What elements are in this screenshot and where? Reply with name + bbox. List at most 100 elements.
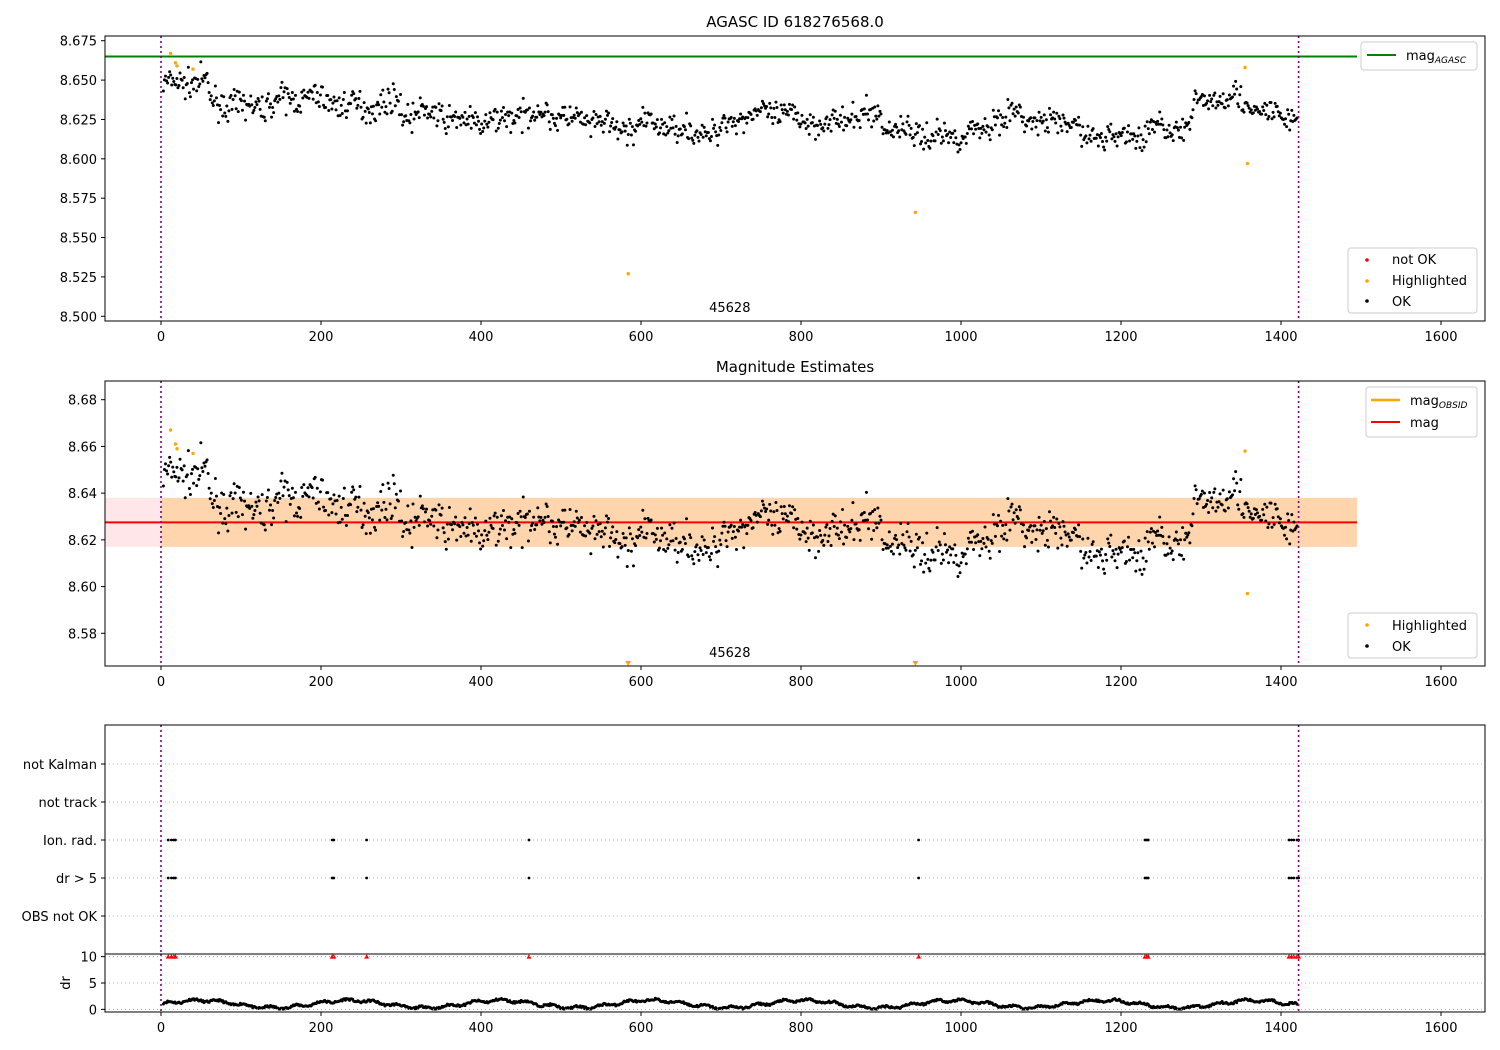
ok-point <box>1269 501 1273 505</box>
ok-point <box>300 486 304 490</box>
ok-point <box>997 513 1001 517</box>
ok-point <box>404 114 408 118</box>
ok-point <box>510 111 514 115</box>
ok-point <box>695 543 699 547</box>
ok-point <box>462 531 466 535</box>
ok-point <box>1030 540 1034 544</box>
ok-point <box>1071 531 1075 535</box>
ok-point <box>211 505 215 509</box>
ok-point <box>716 143 720 147</box>
ok-point <box>687 137 691 141</box>
ok-point <box>470 521 474 525</box>
ok-point <box>447 104 451 108</box>
ok-point <box>1275 507 1279 511</box>
ok-point <box>210 502 214 506</box>
ok-point <box>625 143 629 147</box>
ok-point <box>501 106 505 110</box>
ok-point <box>212 99 216 103</box>
ok-point <box>408 531 412 535</box>
panel-agasc-frame <box>104 35 1486 322</box>
panel-mag-y-axis: 8.588.608.628.648.668.68 <box>68 394 105 642</box>
ok-point <box>349 503 353 507</box>
ok-point <box>468 507 472 511</box>
ok-point <box>969 127 973 131</box>
ok-point <box>780 512 784 516</box>
flag-point <box>170 876 173 880</box>
ok-point <box>908 133 912 137</box>
ok-point <box>623 543 627 547</box>
ok-point <box>1087 137 1091 141</box>
ok-point <box>441 117 445 121</box>
ok-point <box>908 549 912 553</box>
ok-point <box>1039 523 1043 527</box>
ok-point <box>1135 559 1139 563</box>
ok-point <box>453 522 457 526</box>
ok-point <box>771 122 775 126</box>
ok-point <box>1218 94 1222 98</box>
ok-point <box>254 500 258 504</box>
ok-point <box>976 533 980 537</box>
ok-point <box>1089 559 1093 563</box>
ok-point <box>573 116 577 120</box>
flag-point <box>527 838 531 842</box>
ok-point <box>924 141 928 145</box>
ok-point <box>1148 120 1152 124</box>
ok-point <box>1006 497 1010 501</box>
ok-point <box>209 491 213 495</box>
ok-point <box>377 504 381 508</box>
ok-point <box>243 99 247 103</box>
ok-point <box>462 121 466 125</box>
ok-point <box>670 526 674 530</box>
ok-point <box>911 553 915 557</box>
ok-point <box>272 516 276 520</box>
ok-point <box>1128 139 1132 143</box>
ok-point <box>497 532 501 536</box>
ok-point <box>889 133 893 137</box>
ok-point <box>786 520 790 524</box>
ok-point <box>555 525 559 529</box>
ok-point <box>704 134 708 138</box>
ok-point <box>1245 502 1249 506</box>
highlighted-point <box>913 210 918 215</box>
ok-point <box>758 515 762 519</box>
ok-point <box>641 105 645 109</box>
ok-point <box>1056 546 1060 550</box>
ok-point <box>206 471 210 475</box>
ok-point <box>370 112 374 116</box>
ok-point <box>1166 552 1170 556</box>
dr-clipped-marker <box>1145 954 1151 959</box>
ok-point <box>1262 513 1266 517</box>
ok-point <box>432 524 436 528</box>
ok-point <box>701 135 705 139</box>
ok-point <box>503 528 507 532</box>
ok-point <box>399 92 403 96</box>
ok-point <box>1114 547 1118 551</box>
ok-point <box>835 117 839 121</box>
ok-point <box>1097 550 1101 554</box>
ok-point <box>492 514 496 518</box>
ok-point <box>484 519 488 523</box>
ok-point <box>692 141 696 145</box>
ok-point <box>804 127 808 131</box>
ok-point <box>287 96 291 100</box>
ok-point <box>989 539 993 543</box>
x-tick-label: 400 <box>469 330 494 345</box>
ok-point <box>1035 528 1039 532</box>
ok-point <box>712 126 716 130</box>
ok-point <box>362 501 366 505</box>
ok-point <box>1242 515 1246 519</box>
ok-point <box>307 495 311 499</box>
ok-point <box>434 105 438 109</box>
ok-point <box>385 112 389 116</box>
ok-point <box>1079 549 1083 553</box>
ok-point <box>391 82 395 86</box>
ok-point <box>548 127 552 131</box>
ok-point <box>842 128 846 132</box>
ok-point <box>574 106 578 110</box>
panel-mag-x-axis: 0 200 400 600 800 1000 1200 1400 1600 <box>157 666 1458 690</box>
ok-point <box>877 521 881 525</box>
ok-point <box>1049 113 1053 117</box>
flag-point <box>332 876 336 880</box>
ok-point <box>993 534 997 538</box>
ok-point <box>1146 127 1150 131</box>
